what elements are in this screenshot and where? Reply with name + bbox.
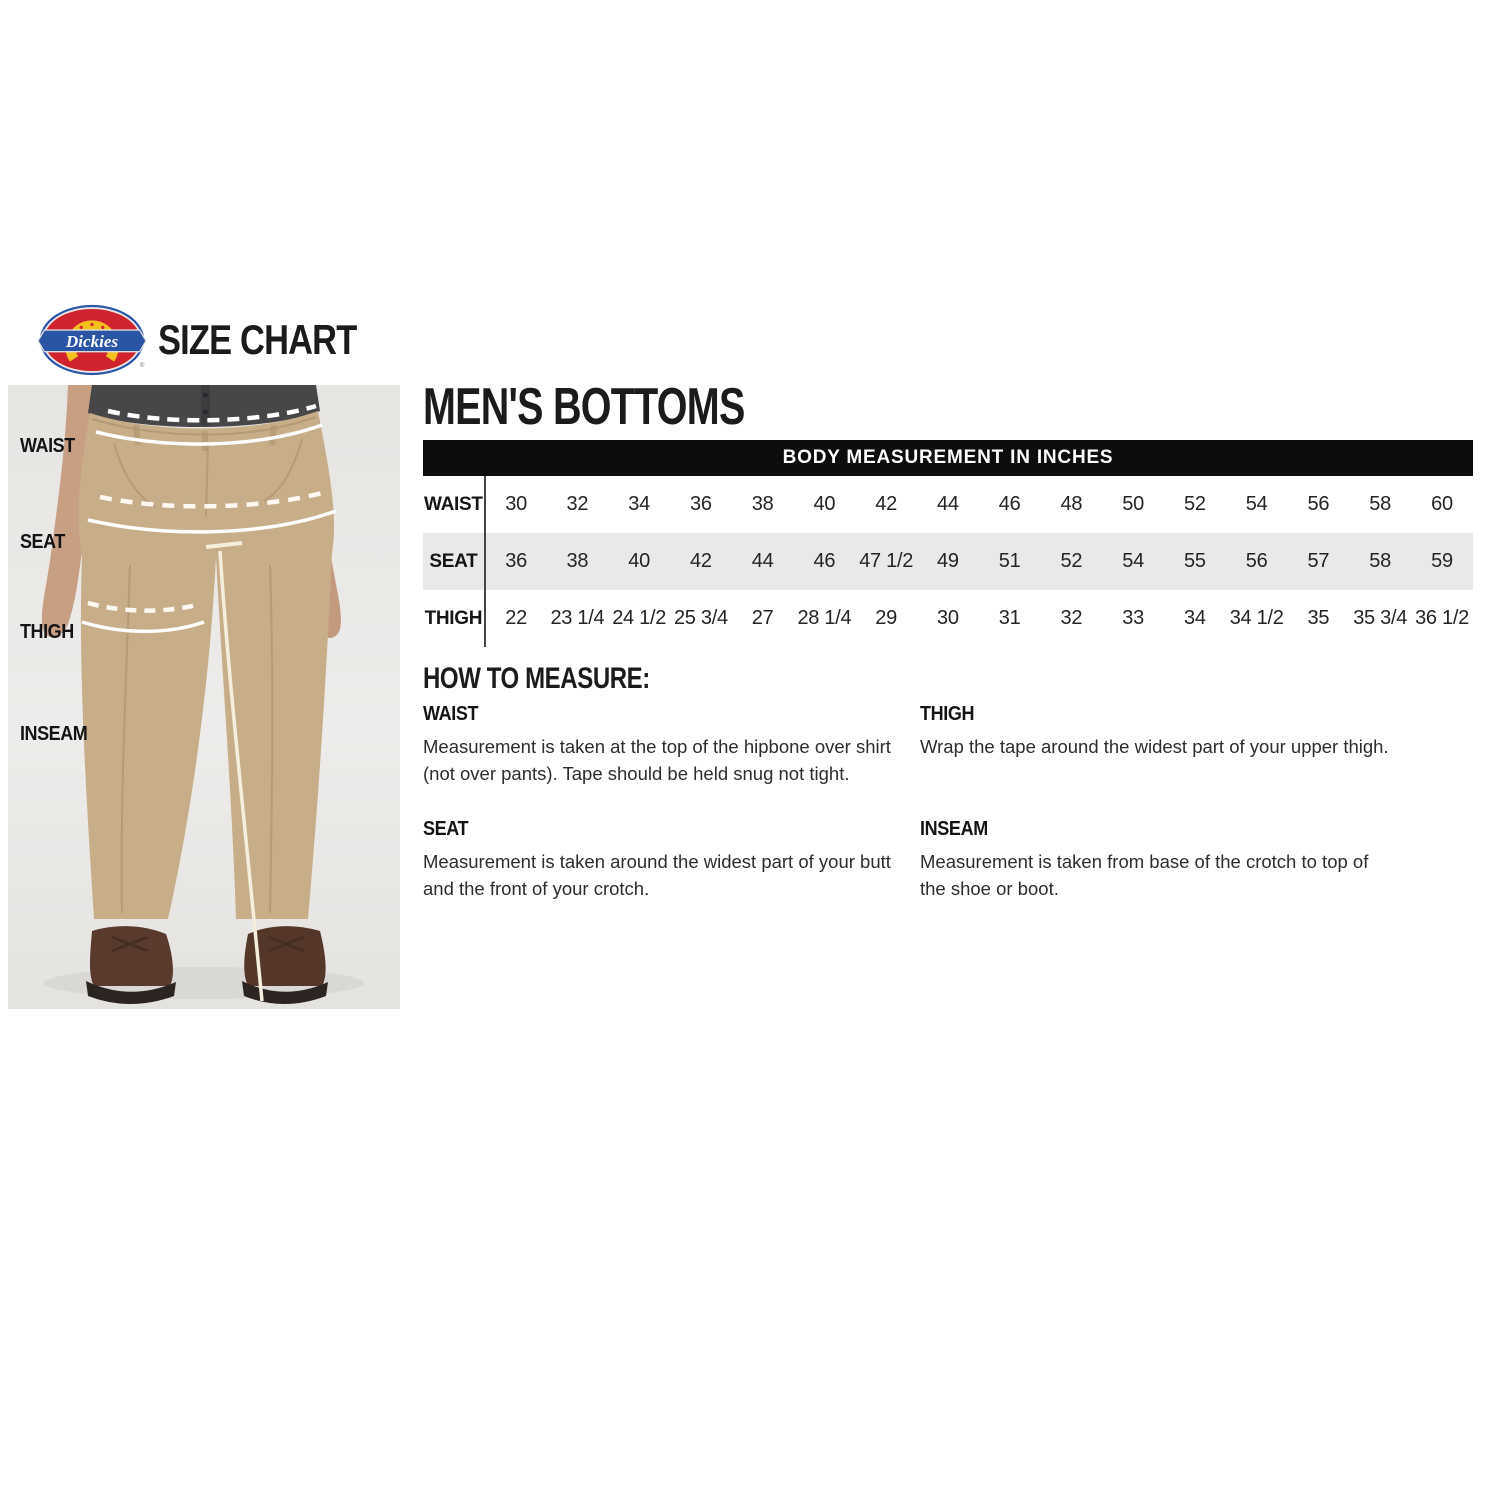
size-cell: 52 [1184, 493, 1206, 515]
measurement-figure-photo: WAIST SEAT THIGH INSEAM [8, 385, 400, 1009]
table-row: SEAT 36 38 40 42 44 46 47 1/2 49 51 52 54 55 56 57 58 59 [423, 533, 1473, 590]
size-cell: 44 [937, 493, 959, 515]
page-title: SIZE CHART [158, 316, 357, 363]
left-arm [41, 385, 95, 638]
size-cell: 60 [1431, 493, 1453, 515]
size-cell: 55 [1184, 550, 1206, 572]
how-to-measure-grid: WAIST Measurement is taken at the top of … [423, 703, 1478, 902]
inseam-line [218, 550, 264, 1002]
size-cell: 42 [875, 493, 897, 515]
measure-item-thigh: THIGH Wrap the tape around the widest par… [920, 703, 1478, 787]
measure-item-text: Measurement is taken around the widest p… [423, 851, 891, 899]
size-cell: 54 [1245, 493, 1268, 515]
thigh-line [81, 620, 205, 634]
size-cell: 51 [998, 550, 1021, 572]
size-cell: 47 1/2 [859, 550, 914, 572]
size-cell: 35 3/4 [1353, 607, 1408, 629]
waist-line [95, 423, 323, 446]
size-table: BODY MEASUREMENT IN INCHES WAIST 30 32 34 36… [423, 440, 1473, 647]
right-boot [244, 926, 326, 986]
size-cell: 27 [751, 607, 774, 629]
size-cell: 22 [505, 607, 527, 629]
measure-item-text: Wrap the tape around the widest part of … [920, 736, 1389, 757]
size-cell: 38 [566, 550, 589, 572]
figure-label-inseam: INSEAM [20, 723, 88, 745]
size-cell: 28 1/4 [797, 607, 852, 629]
measure-item-text: Measurement is taken from base of the cr… [920, 851, 1369, 899]
size-cell: 35 [1307, 607, 1330, 629]
size-cell: 44 [751, 550, 774, 572]
size-cell: 38 [751, 493, 774, 515]
size-cell: 52 [1060, 550, 1083, 572]
size-cell: 36 [505, 550, 527, 572]
dickies-logo-wordmark: Dickies [65, 332, 119, 351]
figure-label-waist: WAIST [20, 435, 75, 457]
inseam-top-mark [205, 541, 243, 549]
size-cell: 23 1/4 [550, 607, 605, 629]
dickies-logo-icon: Dickies ® [38, 304, 146, 376]
pants [78, 411, 335, 919]
measure-item-label: WAIST [423, 703, 479, 725]
size-cell: 32 [1060, 607, 1083, 629]
measure-item-label: SEAT [423, 818, 469, 840]
size-cell: 46 [813, 550, 836, 572]
size-cell: 25 3/4 [673, 607, 728, 629]
measure-item-waist: WAIST Measurement is taken at the top of … [423, 703, 920, 787]
size-cell: 30 [937, 607, 959, 629]
size-cell: 49 [937, 550, 959, 572]
size-cell: 59 [1431, 550, 1453, 572]
figure-label-seat: SEAT [20, 531, 65, 553]
size-cell: 32 [566, 493, 589, 515]
row-label: THIGH [423, 590, 486, 647]
size-cell: 58 [1369, 550, 1391, 572]
size-cell: 50 [1122, 493, 1144, 515]
size-cell: 40 [813, 493, 836, 515]
seat-line [87, 509, 337, 534]
size-cell: 34 [628, 493, 650, 515]
how-to-measure-title: HOW TO MEASURE: [423, 662, 650, 695]
size-cell: 48 [1060, 493, 1083, 515]
waist-dashed-line [107, 403, 317, 423]
thigh-dashed-line [87, 600, 201, 613]
measure-item-seat: SEAT Measurement is taken around the wide… [423, 818, 920, 902]
size-cell: 30 [505, 493, 527, 515]
size-table-body: WAIST 30 32 34 36 38 40 42 44 46 48 50 52 54 56 58 60 SEA… [423, 476, 1473, 647]
size-cell: 34 1/2 [1229, 607, 1284, 629]
size-cell: 46 [998, 493, 1021, 515]
registered-mark: ® [140, 361, 145, 369]
figure-illustration [41, 385, 364, 1004]
size-cell: 42 [690, 550, 712, 572]
size-cell: 24 1/2 [612, 607, 667, 629]
row-label: SEAT [423, 533, 486, 590]
size-cell: 56 [1307, 493, 1330, 515]
size-cell: 31 [998, 607, 1021, 629]
size-cell: 58 [1369, 493, 1391, 515]
table-row: THIGH 22 23 1/4 24 1/2 25 3/4 27 28 1/4 29 30 31 3… [423, 590, 1473, 647]
left-boot [90, 926, 173, 986]
size-cell: 40 [628, 550, 650, 572]
size-cell: 33 [1122, 607, 1144, 629]
row-label: WAIST [423, 476, 486, 533]
size-cell: 56 [1245, 550, 1268, 572]
size-cell: 36 1/2 [1415, 607, 1469, 629]
size-cell: 54 [1122, 550, 1144, 572]
measure-item-inseam: INSEAM Measurement is taken from base of … [920, 818, 1478, 902]
brand-header: Dickies ® SIZE CHART [38, 303, 400, 377]
table-header-bar: BODY MEASUREMENT IN INCHES [423, 440, 1473, 476]
measure-item-label: INSEAM [920, 818, 988, 840]
seat-dashed-line [99, 490, 323, 509]
size-cell: 34 [1184, 607, 1206, 629]
size-cell: 57 [1307, 550, 1330, 572]
section-title: MEN'S BOTTOMS [423, 378, 745, 436]
size-cell: 36 [690, 493, 712, 515]
measure-item-label: THIGH [920, 703, 975, 725]
size-cell: 29 [875, 607, 897, 629]
figure-label-thigh: THIGH [20, 621, 74, 643]
table-row: WAIST 30 32 34 36 38 40 42 44 46 48 50 52 54 56 58 60 [423, 476, 1473, 533]
measure-item-text: Measurement is taken at the top of the h… [423, 736, 891, 784]
